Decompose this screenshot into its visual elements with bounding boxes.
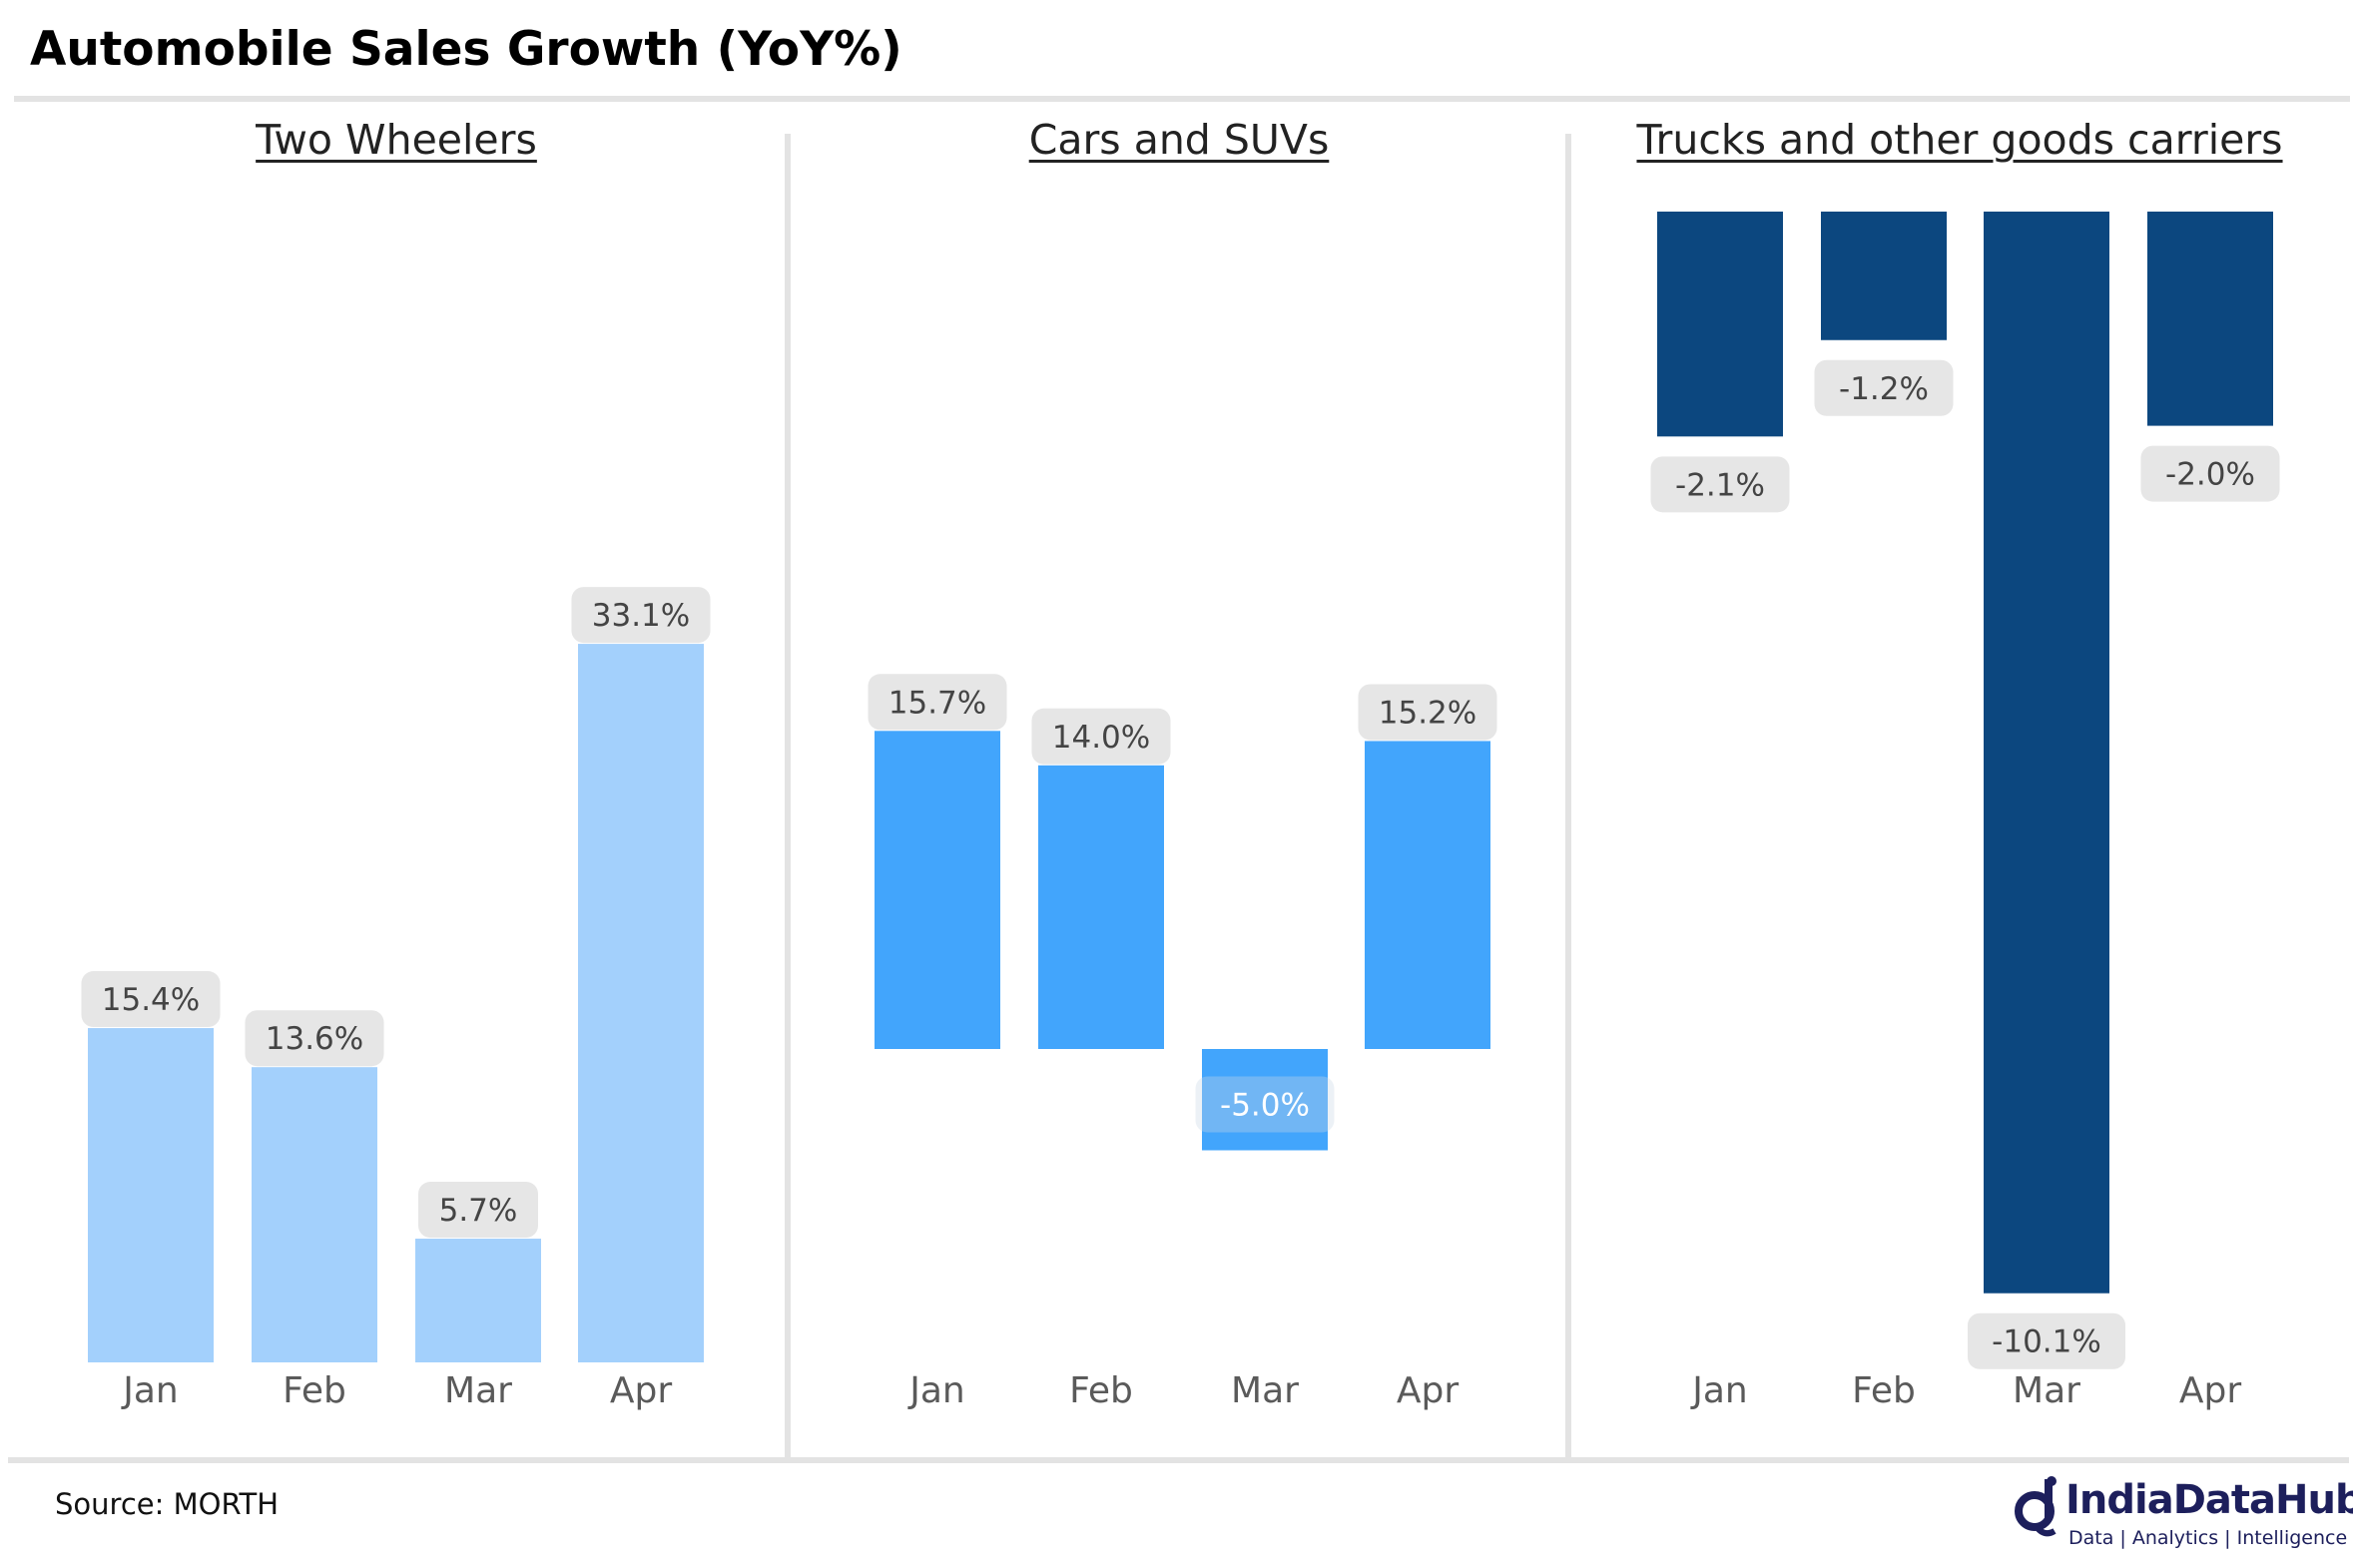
logo-mark-icon <box>2015 1476 2057 1537</box>
data-label-background <box>1195 1076 1335 1133</box>
data-label: -5.0% <box>1195 1076 1335 1133</box>
data-label: 33.1% <box>571 587 711 644</box>
panel-divider <box>1565 134 1571 1461</box>
bar-mar <box>415 1239 541 1362</box>
data-label-text: 14.0% <box>1052 720 1150 756</box>
x-tick-label: Apr <box>610 1370 672 1411</box>
x-tick-label: Jan <box>907 1370 965 1411</box>
data-label-background <box>571 587 711 644</box>
data-label-background <box>1968 1312 2125 1369</box>
x-tick-label: Mar <box>444 1370 512 1411</box>
source-note: Source: MORTH <box>55 1487 279 1521</box>
indiadatahub-logo: IndiaDataHub Data | Analytics | Intellig… <box>2011 1475 2353 1555</box>
data-label: 5.7% <box>418 1182 538 1239</box>
bar-feb <box>1821 212 1947 340</box>
x-tick-label: Feb <box>1069 1370 1133 1411</box>
data-label: -1.2% <box>1814 359 1954 416</box>
data-label-text: 33.1% <box>592 598 690 634</box>
bar-jan <box>88 1028 214 1362</box>
bar-apr <box>1365 741 1490 1049</box>
x-tick-label: Feb <box>1852 1370 1916 1411</box>
x-tick-label: Feb <box>283 1370 346 1411</box>
bar-apr <box>2147 212 2273 426</box>
data-label-text: -2.1% <box>1675 467 1765 503</box>
data-label-text: -5.0% <box>1220 1088 1310 1124</box>
data-label-text: 15.4% <box>102 982 200 1018</box>
panel-title-two-wheelers: Two Wheelers <box>256 116 537 164</box>
data-label: -2.1% <box>1650 456 1790 513</box>
bar-jan <box>875 731 1000 1049</box>
data-label-text: 5.7% <box>439 1193 518 1229</box>
data-label-text: -10.1% <box>1992 1324 2101 1360</box>
bar-feb <box>1038 765 1164 1049</box>
bar-apr <box>578 644 704 1362</box>
x-tick-label: Apr <box>1397 1370 1459 1411</box>
bar-mar <box>1202 1049 1328 1151</box>
data-label-background <box>81 971 221 1028</box>
data-label-text: 15.7% <box>888 685 986 721</box>
data-label-background <box>868 674 1007 731</box>
x-tick-label: Jan <box>1690 1370 1748 1411</box>
data-label: 15.7% <box>868 674 1007 731</box>
data-label-text: 15.2% <box>1379 695 1476 731</box>
logo-tagline: Data | Analytics | Intelligence <box>2068 1527 2348 1549</box>
logo-name: IndiaDataHub <box>2065 1477 2353 1523</box>
panel-divider <box>785 134 791 1461</box>
data-label: 15.4% <box>81 971 221 1028</box>
data-label: 13.6% <box>245 1010 384 1067</box>
x-tick-label: Mar <box>1231 1370 1299 1411</box>
data-label: 15.2% <box>1358 684 1497 741</box>
panel-title-trucks: Trucks and other goods carriers <box>1636 116 2283 164</box>
chart-title: Automobile Sales Growth (YoY%) <box>30 22 902 77</box>
data-label: 14.0% <box>1031 708 1171 765</box>
data-label: -10.1% <box>1968 1312 2125 1369</box>
bar-mar <box>1984 212 2109 1294</box>
data-label-background <box>2140 445 2280 502</box>
data-label-background <box>245 1010 384 1067</box>
top-divider <box>14 96 2350 102</box>
data-label-background <box>1358 684 1497 741</box>
data-label: -2.0% <box>2140 445 2280 502</box>
panel-title-cars: Cars and SUVs <box>1028 116 1330 164</box>
bar-feb <box>252 1067 377 1362</box>
data-label-text: -1.2% <box>1839 371 1929 407</box>
x-tick-label: Jan <box>121 1370 179 1411</box>
data-label-text: -2.0% <box>2165 457 2255 493</box>
data-label-background <box>418 1182 538 1239</box>
x-tick-label: Mar <box>2013 1370 2080 1411</box>
data-label-background <box>1031 708 1171 765</box>
bottom-divider <box>8 1457 2349 1463</box>
x-tick-label: Apr <box>2179 1370 2241 1411</box>
bar-jan <box>1657 212 1783 437</box>
data-label-background <box>1650 456 1790 513</box>
data-label-background <box>1814 359 1954 416</box>
data-label-text: 13.6% <box>266 1021 363 1057</box>
